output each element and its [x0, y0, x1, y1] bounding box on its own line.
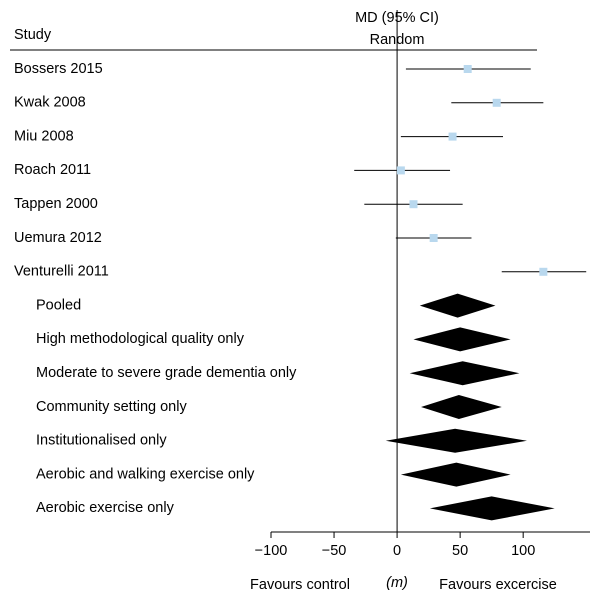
subgroup-name: Aerobic and walking exercise only [36, 466, 255, 482]
point-estimate [409, 200, 418, 209]
x-label-right: Favours excercise [439, 577, 557, 592]
study-name: Miu 2008 [14, 128, 74, 144]
pooled-diamond [385, 428, 527, 453]
pooled-diamond [419, 293, 496, 318]
study-name: Venturelli 2011 [14, 264, 109, 280]
point-estimate [539, 267, 548, 276]
study-name: Roach 2011 [14, 162, 91, 178]
study-name: Bossers 2015 [14, 61, 103, 77]
point-estimate [492, 98, 501, 107]
pooled-diamond [413, 327, 511, 352]
x-label-left: Favours control [250, 577, 350, 592]
point-estimate [463, 65, 472, 73]
subgroup-name: Moderate to severe grade dementia only [36, 365, 297, 381]
subgroup-name: Pooled [36, 297, 81, 313]
pooled-diamond [409, 361, 520, 386]
x-tick-label: 0 [393, 543, 401, 559]
pooled-diamond [400, 462, 511, 487]
x-tick-label: 50 [452, 543, 468, 559]
x-label-mid: (m) [386, 575, 408, 591]
study-name: Kwak 2008 [14, 95, 86, 111]
x-tick-label: −50 [322, 543, 347, 559]
subgroup-name: Community setting only [36, 399, 187, 415]
x-tick-label: −100 [255, 543, 288, 559]
pooled-diamond [421, 395, 502, 419]
x-tick-label: 100 [511, 543, 535, 559]
study-header: Study [14, 27, 52, 43]
pooled-diamond [429, 496, 555, 521]
study-name: Tappen 2000 [14, 196, 98, 212]
point-estimate [429, 234, 438, 242]
subgroup-name: Institutionalised only [36, 433, 167, 449]
point-estimate [448, 132, 457, 141]
study-name: Uemura 2012 [14, 230, 102, 246]
point-estimate [396, 166, 405, 175]
subgroup-name: Aerobic exercise only [36, 500, 175, 516]
subgroup-name: High methodological quality only [36, 331, 245, 347]
